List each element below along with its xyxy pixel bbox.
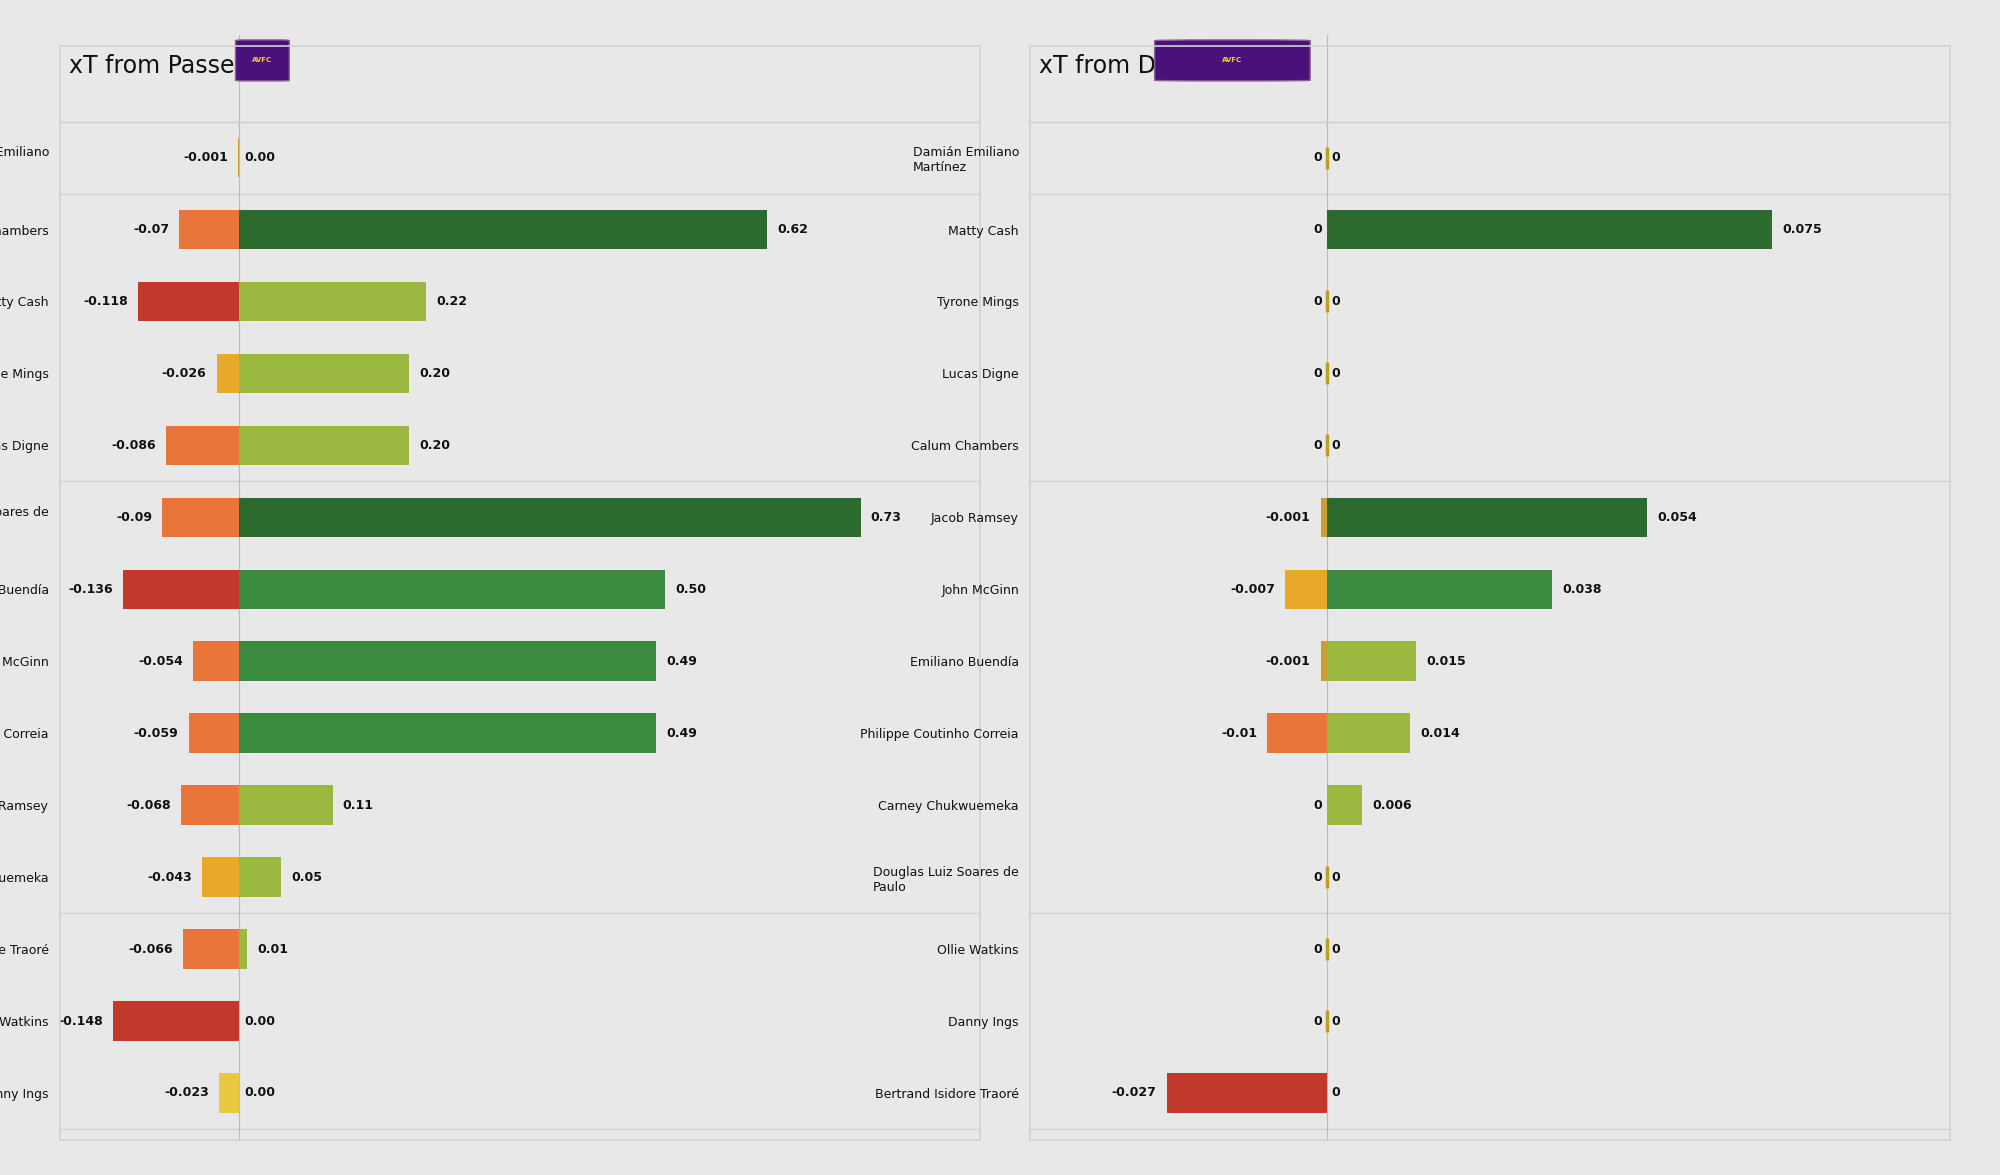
Text: 0.20: 0.20 — [420, 367, 450, 380]
Bar — [1320, 642, 1326, 682]
Text: -0.054: -0.054 — [138, 654, 182, 667]
Text: -0.059: -0.059 — [134, 726, 178, 740]
Text: 0.014: 0.014 — [1420, 726, 1460, 740]
Text: 0.05: 0.05 — [292, 871, 322, 884]
Text: AVFC: AVFC — [1222, 58, 1242, 63]
Text: 0.006: 0.006 — [1372, 799, 1412, 812]
Text: 0.49: 0.49 — [666, 654, 698, 667]
Bar — [202, 858, 238, 897]
Bar — [188, 713, 238, 753]
Bar — [238, 713, 656, 753]
Text: 0: 0 — [1332, 295, 1340, 308]
Text: -0.066: -0.066 — [128, 942, 172, 955]
Text: 0.11: 0.11 — [342, 799, 374, 812]
Bar — [124, 570, 238, 609]
Bar — [192, 642, 238, 682]
Text: 0: 0 — [1332, 871, 1340, 884]
Text: 0: 0 — [1312, 367, 1322, 380]
Text: 0: 0 — [1312, 295, 1322, 308]
Text: 0.22: 0.22 — [436, 295, 468, 308]
Text: -0.026: -0.026 — [162, 367, 206, 380]
Bar — [112, 1001, 238, 1041]
Text: xT from Passes: xT from Passes — [70, 54, 248, 79]
Text: 0: 0 — [1312, 942, 1322, 955]
Text: 0: 0 — [1332, 1087, 1340, 1100]
Bar — [138, 282, 238, 321]
Text: 0: 0 — [1332, 1014, 1340, 1027]
Text: 0.01: 0.01 — [258, 942, 288, 955]
Text: 0: 0 — [1332, 942, 1340, 955]
Text: -0.136: -0.136 — [68, 583, 112, 596]
Bar — [238, 210, 768, 249]
Text: -0.148: -0.148 — [58, 1014, 102, 1027]
Bar — [216, 354, 238, 394]
Bar — [238, 282, 426, 321]
Bar — [238, 497, 860, 537]
Bar — [180, 210, 238, 249]
Text: 0.50: 0.50 — [674, 583, 706, 596]
FancyBboxPatch shape — [236, 40, 290, 81]
Bar — [1326, 713, 1410, 753]
Text: -0.001: -0.001 — [1266, 654, 1310, 667]
Text: -0.027: -0.027 — [1112, 1087, 1156, 1100]
Bar — [238, 929, 248, 969]
Text: 0: 0 — [1312, 223, 1322, 236]
Text: 0.49: 0.49 — [666, 726, 698, 740]
Bar — [1166, 1073, 1326, 1113]
Bar — [1326, 642, 1416, 682]
Bar — [238, 570, 664, 609]
Text: -0.001: -0.001 — [1266, 511, 1310, 524]
Text: 0: 0 — [1332, 152, 1340, 165]
Bar — [1268, 713, 1326, 753]
Text: -0.118: -0.118 — [84, 295, 128, 308]
Bar — [1326, 785, 1362, 825]
Text: -0.01: -0.01 — [1222, 726, 1258, 740]
Text: xT from Dribbles: xT from Dribbles — [1040, 54, 1236, 79]
Text: 0.038: 0.038 — [1562, 583, 1602, 596]
Bar — [180, 785, 238, 825]
Text: 0: 0 — [1312, 152, 1322, 165]
FancyBboxPatch shape — [1154, 40, 1310, 81]
Text: -0.09: -0.09 — [116, 511, 152, 524]
Text: 0: 0 — [1312, 871, 1322, 884]
Bar — [238, 642, 656, 682]
Text: -0.001: -0.001 — [184, 152, 228, 165]
Text: 0.00: 0.00 — [244, 1014, 274, 1027]
Bar — [238, 425, 410, 465]
Bar — [162, 497, 238, 537]
Text: -0.043: -0.043 — [148, 871, 192, 884]
Text: 0.62: 0.62 — [778, 223, 808, 236]
Text: -0.07: -0.07 — [134, 223, 170, 236]
Text: -0.023: -0.023 — [164, 1087, 210, 1100]
Text: 0: 0 — [1312, 439, 1322, 452]
Text: AVFC: AVFC — [252, 58, 272, 63]
Text: 0: 0 — [1312, 1014, 1322, 1027]
Bar — [238, 858, 282, 897]
Text: 0: 0 — [1332, 439, 1340, 452]
Bar — [1326, 570, 1552, 609]
Text: 0.20: 0.20 — [420, 439, 450, 452]
Bar — [238, 354, 410, 394]
Text: 0: 0 — [1312, 799, 1322, 812]
Text: 0.73: 0.73 — [870, 511, 902, 524]
Text: 0.054: 0.054 — [1658, 511, 1698, 524]
Bar — [1320, 497, 1326, 537]
Text: 0.00: 0.00 — [244, 152, 274, 165]
Text: 0.015: 0.015 — [1426, 654, 1466, 667]
Text: 0.075: 0.075 — [1782, 223, 1822, 236]
Text: 0.00: 0.00 — [244, 1087, 274, 1100]
Bar — [182, 929, 238, 969]
Bar — [220, 1073, 238, 1113]
Bar — [1326, 210, 1772, 249]
Text: -0.068: -0.068 — [126, 799, 170, 812]
Text: -0.007: -0.007 — [1230, 583, 1276, 596]
Text: 0: 0 — [1332, 367, 1340, 380]
Bar — [1326, 497, 1648, 537]
Text: -0.086: -0.086 — [110, 439, 156, 452]
Bar — [238, 785, 332, 825]
Bar — [1286, 570, 1326, 609]
Bar — [166, 425, 238, 465]
